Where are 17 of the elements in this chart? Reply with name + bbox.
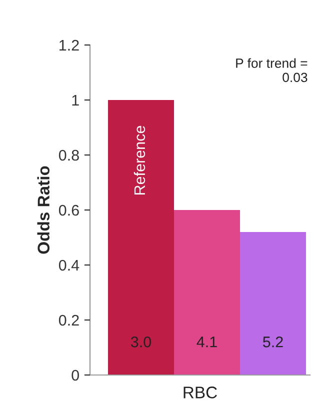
bar <box>240 232 306 375</box>
y-tick-label: 0.2 <box>58 314 79 326</box>
annotation: Reference <box>134 126 146 194</box>
y-tick-label: 0.8 <box>58 150 79 161</box>
x-tick-label: 4.1 <box>196 336 217 348</box>
annotation: P for trend = 0.03 <box>236 58 308 82</box>
y-tick-label: 0 <box>72 370 79 381</box>
y-tick-label: 0.4 <box>58 260 80 271</box>
x-axis-title: RBC <box>184 386 217 398</box>
bar <box>174 210 240 375</box>
bar <box>108 100 174 375</box>
y-tick-label: 0.6 <box>58 204 79 216</box>
x-tick-label: 3.0 <box>130 336 152 348</box>
y-tick-label: 1 <box>72 95 79 106</box>
x-tick-label: 5.2 <box>262 336 283 348</box>
y-tick-label: 1.2 <box>60 40 79 51</box>
y-axis-title: Odds Ratio <box>37 166 50 254</box>
